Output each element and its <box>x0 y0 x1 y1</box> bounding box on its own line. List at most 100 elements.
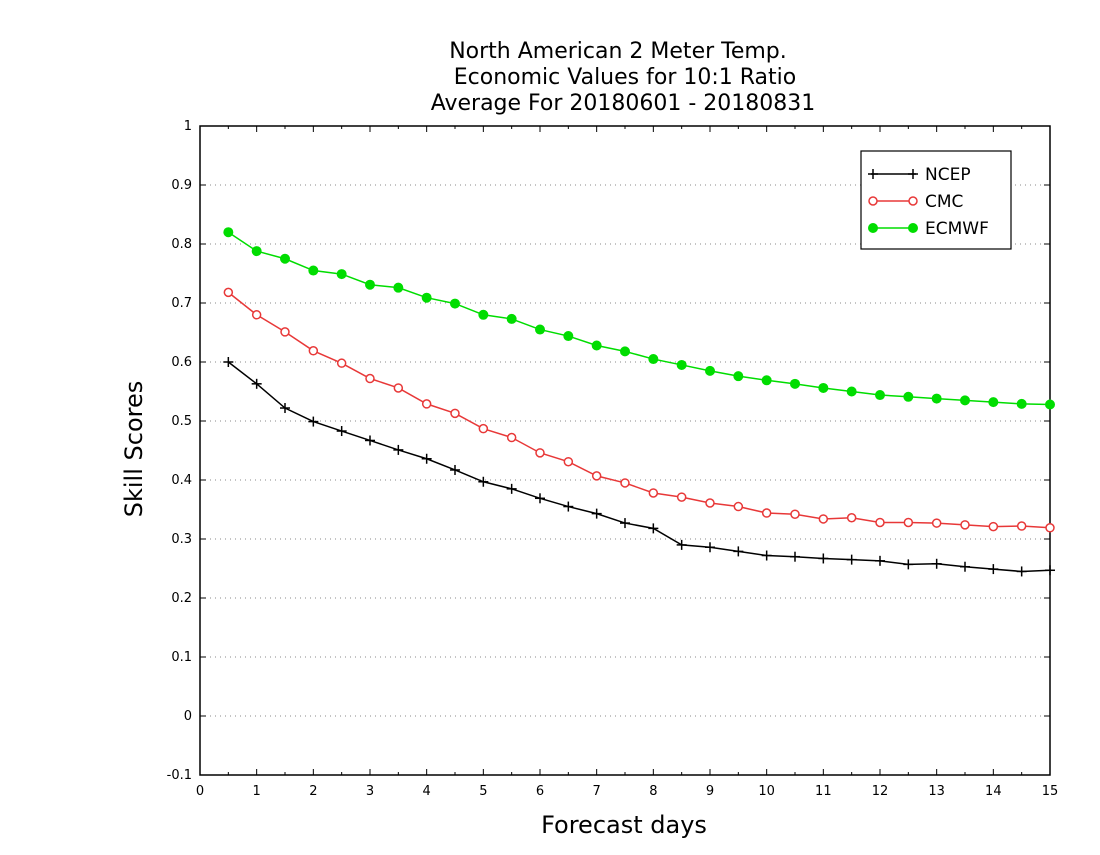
ncep-point <box>535 493 545 504</box>
ncep-point <box>280 403 290 414</box>
series-cmc <box>223 287 1055 533</box>
ncep-point <box>591 508 602 519</box>
cmc-point <box>421 399 432 409</box>
axis-ticks: -0.100.10.20.30.40.50.60.70.80.910 1 2 3 4 5 6… <box>167 119 1059 799</box>
ncep-point <box>818 553 829 564</box>
ncep-point <box>478 476 489 487</box>
cmc-point <box>223 287 234 298</box>
ncep-point <box>761 550 772 561</box>
x-tick-label: 8 <box>649 784 657 799</box>
ecmwf-point <box>676 359 687 370</box>
cmc-point <box>705 498 715 508</box>
x-tick-label: 15 <box>1042 784 1059 799</box>
ncep-point <box>365 435 375 446</box>
cmc-point <box>393 383 404 393</box>
x-tick-label: 9 <box>706 784 714 799</box>
y-tick-label: 0.7 <box>171 296 192 311</box>
cmc-point <box>506 432 517 443</box>
y-tick-label: 0 <box>184 709 192 724</box>
ncep-point <box>648 523 659 534</box>
ecmwf-point <box>223 227 234 238</box>
y-tick-label: 0.3 <box>171 532 192 547</box>
cmc-point <box>761 508 772 518</box>
cmc-point <box>960 520 970 530</box>
cmc-point <box>478 423 489 434</box>
legend-label: CMC <box>925 192 963 212</box>
x-tick-label: 2 <box>309 784 317 799</box>
cmc-point <box>563 456 574 467</box>
y-tick-label: 1 <box>184 119 192 134</box>
ecmwf-point <box>875 390 885 401</box>
ecmwf-point <box>563 331 574 342</box>
x-tick-label: 0 <box>196 784 204 799</box>
x-axis-label: Forecast days <box>541 811 707 839</box>
cmc-point <box>648 488 659 498</box>
ecmwf-point <box>790 378 800 389</box>
x-tick-label: 7 <box>593 784 601 799</box>
ncep-point <box>903 559 914 570</box>
ncep-point <box>733 546 744 557</box>
ecmwf-point <box>478 309 489 320</box>
ecmwf-point <box>450 298 460 309</box>
ecmwf-point <box>988 397 999 408</box>
cmc-point <box>251 310 262 320</box>
cmc-point <box>988 521 999 532</box>
cmc-line <box>227 291 1051 529</box>
ecmwf-point <box>365 279 375 290</box>
ecmwf-point <box>620 346 630 357</box>
ncep-point <box>393 444 404 455</box>
x-tick-label: 4 <box>423 784 431 799</box>
series-ecmwf <box>223 227 1055 410</box>
ncep-point <box>506 483 517 494</box>
cmc-point <box>336 358 347 368</box>
legend-item-cmc: CMC <box>868 192 963 212</box>
ecmwf-point <box>421 292 432 303</box>
ncep-point <box>450 464 460 475</box>
ncep-point <box>336 426 347 437</box>
ncep-point <box>308 416 319 427</box>
x-tick-label: 10 <box>758 784 775 799</box>
cmc-point <box>676 492 687 502</box>
ecmwf-point <box>931 393 942 404</box>
y-tick-label: 0.1 <box>171 650 192 665</box>
cmc-point <box>1045 523 1055 533</box>
legend-marker <box>868 223 878 233</box>
ncep-point <box>676 539 687 550</box>
ncep-point <box>960 561 970 572</box>
legend-label: NCEP <box>925 165 971 185</box>
cmc-point <box>365 373 375 384</box>
legend-marker <box>908 196 918 206</box>
y-tick-label: 0.9 <box>171 178 192 193</box>
ecmwf-point <box>818 382 829 393</box>
legend-marker <box>908 169 918 179</box>
x-tick-label: 12 <box>872 784 889 799</box>
x-tick-label: 1 <box>253 784 261 799</box>
cmc-point <box>620 478 630 488</box>
cmc-point <box>903 517 914 528</box>
ecmwf-point <box>1045 399 1055 410</box>
chart-title: North American 2 Meter Temp. Economic Va… <box>431 39 816 116</box>
y-axis-label: Skill Scores <box>120 381 148 518</box>
ncep-point <box>1016 566 1027 577</box>
cmc-point <box>280 327 290 337</box>
ecmwf-point <box>393 282 404 293</box>
ncep-point <box>846 554 857 565</box>
ecmwf-point <box>648 354 659 365</box>
y-tick-label: 0.2 <box>171 591 192 606</box>
title-line-1: North American 2 Meter Temp. <box>449 39 787 64</box>
cmc-point <box>733 501 744 512</box>
ncep-point <box>988 564 999 575</box>
x-tick-label: 6 <box>536 784 544 799</box>
legend-label: ECMWF <box>925 219 989 239</box>
cmc-point <box>591 471 602 481</box>
x-tick-label: 5 <box>479 784 487 799</box>
ecmwf-point <box>591 340 602 351</box>
y-tick-label: -0.1 <box>167 768 192 783</box>
ncep-point <box>705 542 715 553</box>
ecmwf-point <box>336 269 347 280</box>
title-line-3: Average For 20180601 - 20180831 <box>431 91 816 116</box>
y-tick-label: 0.6 <box>171 355 192 370</box>
y-tick-label: 0.8 <box>171 237 192 252</box>
cmc-point <box>818 514 829 524</box>
cmc-point <box>931 518 942 528</box>
